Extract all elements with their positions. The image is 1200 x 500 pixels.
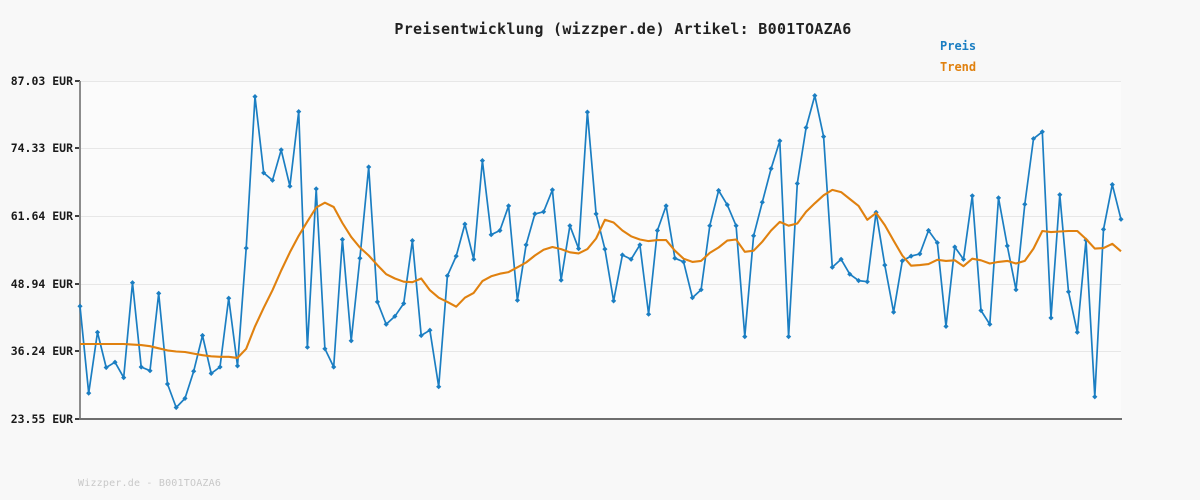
- y-axis-label: 36.24 EUR: [10, 344, 73, 358]
- x-axis-line: [79, 418, 1122, 420]
- y-axis-label: 48.94 EUR: [10, 277, 73, 291]
- watermark: Wizzper.de - B001TOAZA6: [78, 478, 222, 489]
- y-axis-label: 23.55 EUR: [10, 412, 73, 426]
- y-axis-tick: [75, 418, 80, 420]
- plot-area: [81, 81, 1121, 419]
- legend-item-preis: Preis: [940, 39, 977, 53]
- gridline: [81, 148, 1121, 149]
- legend-item-trend: Trend: [940, 60, 977, 74]
- gridline: [81, 81, 1121, 82]
- chart-legend: Preis Trend: [940, 39, 976, 81]
- gridline: [81, 216, 1121, 217]
- gridline: [81, 351, 1121, 352]
- gridline: [81, 284, 1121, 285]
- y-axis-label: 74.33 EUR: [10, 141, 73, 155]
- y-axis-tick: [75, 80, 80, 82]
- y-axis-label: 61.64 EUR: [10, 209, 73, 223]
- chart-title: Preisentwicklung (wizzper.de) Artikel: B…: [394, 20, 852, 38]
- y-axis-label: 87.03 EUR: [10, 74, 73, 88]
- y-axis-line: [79, 81, 81, 420]
